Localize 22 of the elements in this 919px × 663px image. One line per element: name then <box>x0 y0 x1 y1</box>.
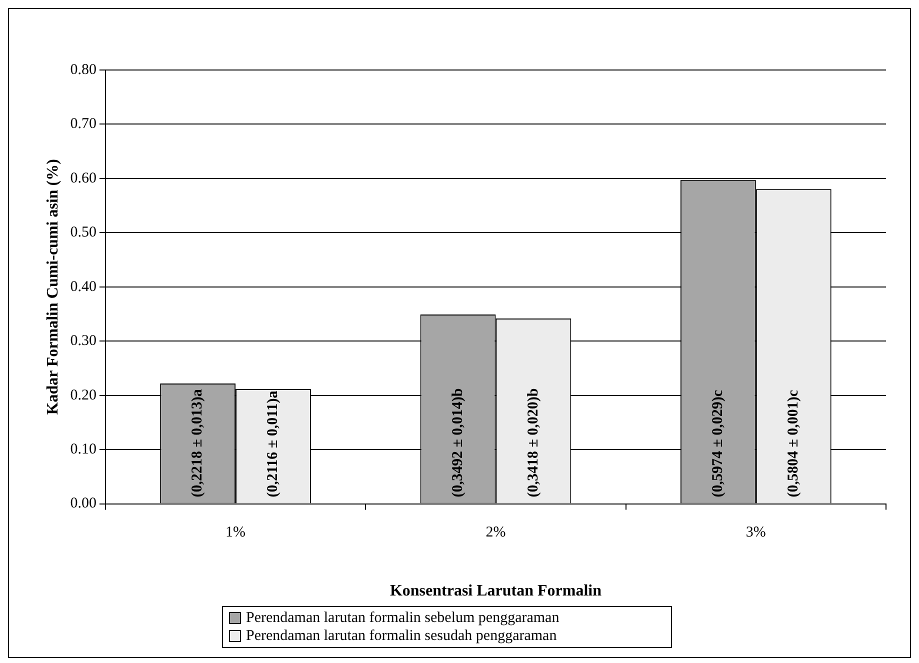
data-label: (0,2218 ± 0,013)a <box>190 388 206 498</box>
data-label: (0,3418 ± 0,020)b <box>525 388 542 498</box>
data-label: (0,2116 ± 0,011)a <box>265 390 282 498</box>
y-tick-label: 0.60 <box>70 170 96 186</box>
y-tick-label: 0.80 <box>70 62 96 78</box>
data-label: (0,5974 ± 0,029)c <box>710 390 726 498</box>
x-tick-label: 1% <box>226 524 246 541</box>
y-tick-label: 0.40 <box>70 278 96 295</box>
legend-label: Perendaman larutan formalin sebelum penggaraman <box>246 609 560 627</box>
y-tick-label: 0.70 <box>70 116 96 132</box>
x-axis-title: Konsentrasi Larutan Formalin <box>390 582 602 600</box>
y-axis-title: Kadar Formalin Cumi-cumi asin (%) <box>44 159 62 415</box>
data-label: (0,5804 ± 0,001)c <box>786 390 802 498</box>
y-tick-label: 0.50 <box>70 224 96 241</box>
x-tick-label: 3% <box>746 524 766 541</box>
y-tick-label: 0.20 <box>70 387 96 404</box>
y-tick-label: 0.10 <box>70 442 96 458</box>
y-tick-label: 0.30 <box>70 333 96 350</box>
y-tick-label: 0.00 <box>70 496 96 512</box>
x-tick-label: 2% <box>486 524 506 541</box>
data-label: (0,3492 ± 0,014)b <box>450 388 466 498</box>
legend-label: Perendaman larutan formalin sesudah penggaraman <box>246 627 557 645</box>
